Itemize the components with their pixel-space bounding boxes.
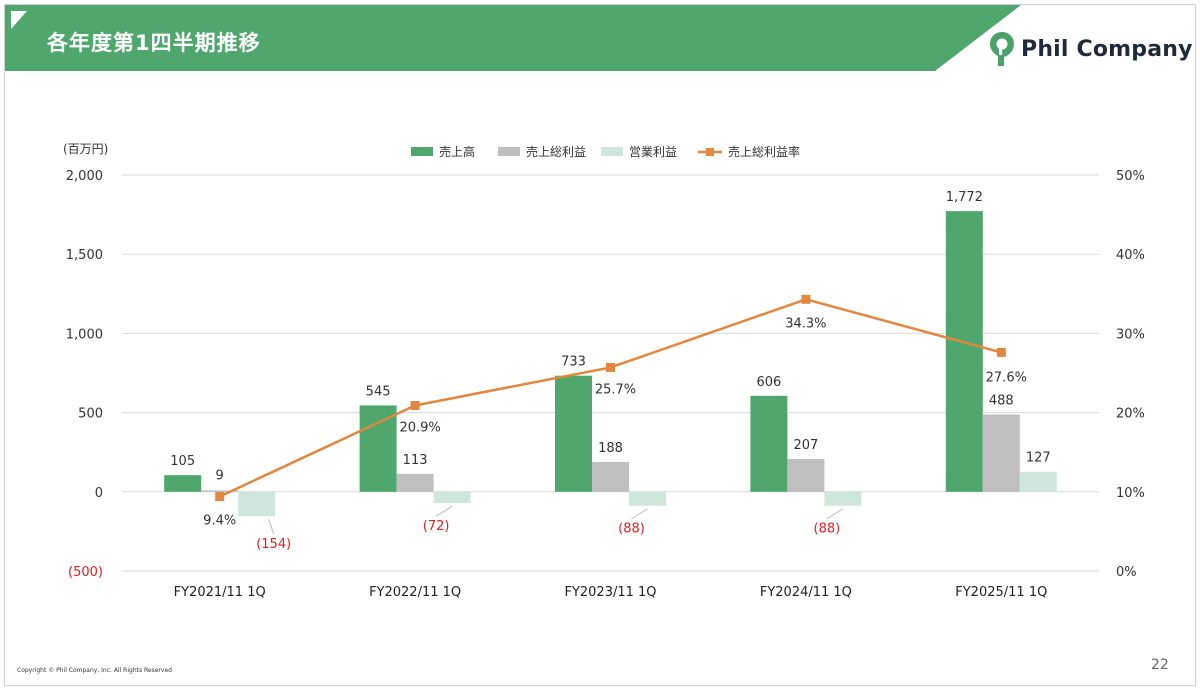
bar-value-label-negative: (88)	[814, 522, 841, 537]
bar-value-label: 488	[989, 394, 1014, 409]
legend-sales-swatch	[411, 147, 433, 156]
legend-operating-profit-swatch	[601, 147, 623, 156]
x-tick-label: FY2022/11 1Q	[369, 585, 461, 600]
bar-value-label: 105	[170, 454, 195, 469]
gross-profit-bar	[396, 473, 434, 492]
margin-marker	[215, 492, 225, 502]
bar-value-label: 606	[756, 375, 781, 390]
margin-value-label: 9.4%	[203, 514, 236, 529]
y-left-tick-label: 1,000	[66, 327, 103, 342]
unit-label: (百万円)	[63, 142, 108, 156]
y-right-tick-label: 0%	[1116, 565, 1137, 580]
y-left-tick-label: (500)	[68, 565, 103, 580]
sales-bar	[750, 395, 788, 492]
leader-line	[268, 519, 275, 535]
bar-value-label: 207	[793, 438, 818, 453]
legend-margin-label: 売上総利益率	[728, 144, 800, 159]
bar-value-label: 545	[366, 384, 391, 399]
page-number: 22	[1151, 657, 1169, 673]
y-left-tick-label: 2,000	[66, 169, 103, 184]
bars-layer	[164, 211, 1057, 517]
gross-profit-bar	[787, 459, 825, 492]
header-corner-mark	[11, 11, 27, 29]
legend-operating-profit-label: 営業利益	[629, 145, 677, 159]
y-right-tick-label: 30%	[1116, 327, 1145, 342]
margin-value-label: 34.3%	[785, 316, 826, 331]
legend-sales-label: 売上高	[439, 144, 475, 159]
gross-profit-bar	[592, 462, 629, 492]
bar-value-label: 188	[598, 441, 623, 456]
sales-bar	[555, 375, 592, 492]
labels-layer: 105 545 733 606 1,772 9 113 188 207 488 (154) (72) (…	[170, 190, 1050, 552]
sales-bar	[359, 405, 397, 492]
operating-profit-bar	[238, 491, 276, 517]
header-green-bar	[5, 5, 1021, 71]
bar-value-label: 1,772	[946, 190, 983, 205]
x-tick-label: FY2025/11 1Q	[955, 585, 1047, 600]
y-left-tick-label: 0	[95, 486, 103, 501]
margin-marker	[801, 294, 811, 304]
bar-value-label: 127	[1026, 451, 1051, 466]
phil-logo-icon	[990, 32, 1014, 66]
margin-value-label: 20.9%	[399, 420, 440, 435]
y-right-tick-label: 20%	[1116, 407, 1145, 422]
bar-value-label-negative: (72)	[423, 519, 450, 534]
operating-profit-bar	[433, 491, 471, 504]
y-right-tick-label: 40%	[1116, 248, 1145, 263]
x-tick-label: FY2023/11 1Q	[564, 585, 656, 600]
margin-marker	[606, 362, 615, 372]
y-right-tick-label: 50%	[1116, 169, 1145, 184]
margin-marker	[410, 400, 420, 410]
y-right-tick-label: 10%	[1116, 486, 1145, 501]
legend-gross-profit-swatch	[498, 147, 520, 156]
operating-profit-bar	[1019, 471, 1057, 492]
margin-value-label: 27.6%	[986, 370, 1027, 385]
bar-value-label-negative: (154)	[256, 537, 291, 552]
axes-layer: 2,000 1,500 1,000 500 0 (500) 50% 40% 30% 20% 10% 0…	[63, 142, 1145, 600]
combo-chart: 105 545 733 606 1,772 9 113 188 207 488 (154) (72) (…	[63, 142, 1145, 600]
x-tick-label: FY2024/11 1Q	[760, 585, 852, 600]
copyright-text: Copyright © Phil Company, Inc. All Right…	[17, 667, 172, 674]
line-layer	[215, 294, 1006, 502]
bar-value-label: 733	[561, 355, 586, 370]
bar-value-label: 113	[403, 453, 428, 468]
y-left-tick-label: 500	[78, 407, 103, 422]
page-title: 各年度第1四半期推移	[47, 31, 261, 55]
slide: 各年度第1四半期推移 Phil Company 105 545 733 606 1,77…	[4, 4, 1196, 686]
sales-bar	[945, 211, 983, 492]
header-band	[5, 5, 1021, 71]
sales-bar	[164, 475, 202, 492]
legend-layer: 売上高 売上総利益 営業利益 売上総利益率	[411, 144, 800, 159]
bar-value-label-negative: (88)	[618, 522, 645, 537]
leader-line	[826, 508, 844, 520]
legend-margin-swatch-marker	[706, 148, 714, 156]
legend-gross-profit-label: 売上総利益	[526, 144, 586, 159]
brand-name: Phil Company	[1021, 36, 1193, 62]
leader-line	[435, 505, 453, 517]
gross-profit-bar	[201, 490, 239, 492]
margin-value-label: 25.7%	[595, 382, 636, 397]
x-tick-label: FY2021/11 1Q	[174, 585, 266, 600]
bar-value-label: 9	[216, 468, 224, 483]
margin-marker	[996, 347, 1006, 357]
operating-profit-bar	[824, 491, 862, 506]
leader-line	[631, 508, 648, 520]
brand-logo: Phil Company	[989, 29, 1193, 69]
operating-profit-bar	[629, 491, 666, 506]
y-left-tick-label: 1,500	[66, 248, 103, 263]
gross-profit-bar	[982, 414, 1020, 492]
